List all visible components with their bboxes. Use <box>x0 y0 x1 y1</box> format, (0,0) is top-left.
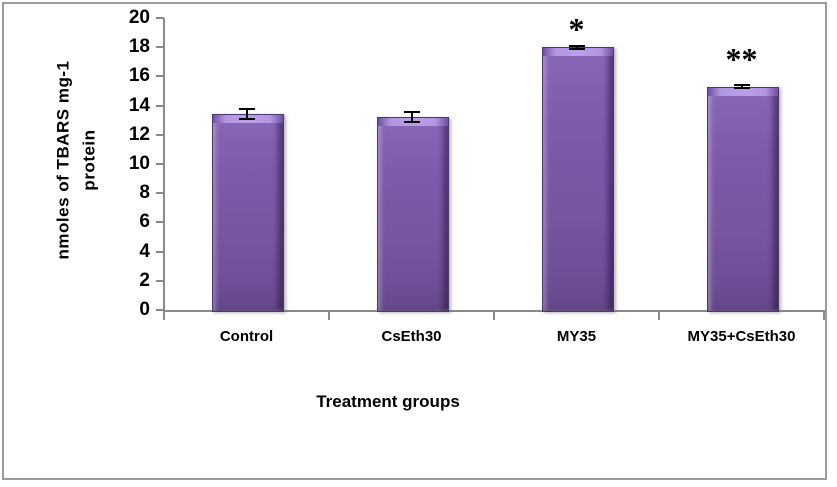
y-axis-tick <box>156 192 164 195</box>
significance-annotation: ** <box>725 40 758 77</box>
y-axis-tick-label: 14 <box>128 94 150 116</box>
x-axis-tick <box>163 312 165 320</box>
error-bar-cap-bottom <box>238 118 255 121</box>
y-axis-tick <box>156 17 164 19</box>
x-axis-category-label: Control <box>219 328 274 345</box>
error-bar-line <box>410 112 413 123</box>
y-axis-tick-label: 8 <box>139 182 150 204</box>
y-axis-tick-label: 20 <box>128 7 150 28</box>
error-bar-cap-top <box>238 108 255 111</box>
error-bar-line <box>740 85 743 89</box>
bar-control <box>211 114 284 312</box>
y-axis-tick-label: 2 <box>139 269 150 291</box>
bar-my35-cseth30 <box>706 86 779 312</box>
bar-my35 <box>541 47 614 312</box>
error-bar-cap-bottom <box>733 87 750 90</box>
y-axis-tick <box>156 279 164 282</box>
y-axis-tick <box>156 104 164 107</box>
x-axis-line <box>163 310 825 312</box>
bar-cseth30 <box>376 117 449 312</box>
significance-annotation: * <box>568 11 585 48</box>
y-axis-tick <box>156 250 164 253</box>
x-axis-category-label: CsEth30 <box>381 328 442 345</box>
error-bar-cap-bottom <box>403 121 420 124</box>
y-axis-tick <box>156 309 164 311</box>
y-axis-tick <box>156 221 164 224</box>
x-axis-category-label: MY35+CsEth30 <box>687 328 796 345</box>
y-axis-tick-label: 6 <box>139 211 150 233</box>
error-bar-line <box>575 45 578 49</box>
x-axis-title: Treatment groups <box>316 392 460 411</box>
y-axis-tick <box>156 75 164 78</box>
x-axis-tick <box>493 312 495 320</box>
y-axis-tick <box>156 163 164 165</box>
error-bar-line <box>245 109 248 120</box>
y-axis-tick-label: 12 <box>128 123 150 145</box>
y-axis-line <box>163 18 165 316</box>
y-axis-tick-label: 16 <box>128 65 150 87</box>
y-axis-tick-label: 18 <box>128 36 150 58</box>
error-bar-cap-bottom <box>568 47 585 50</box>
error-bar-cap-top <box>403 111 420 114</box>
y-axis-tick <box>156 133 164 136</box>
x-axis-category-label: MY35 <box>556 328 597 345</box>
error-bar-cap-top <box>733 84 750 87</box>
y-axis-tick-label: 4 <box>139 240 150 262</box>
x-axis-tick <box>823 312 825 320</box>
x-axis-tick <box>658 312 660 320</box>
y-axis-tick-label: 10 <box>128 153 150 174</box>
x-axis-tick <box>328 312 330 320</box>
y-axis-tick-label: 0 <box>139 299 150 320</box>
y-axis-tick <box>156 46 164 49</box>
error-bar-cap-top <box>568 44 585 47</box>
